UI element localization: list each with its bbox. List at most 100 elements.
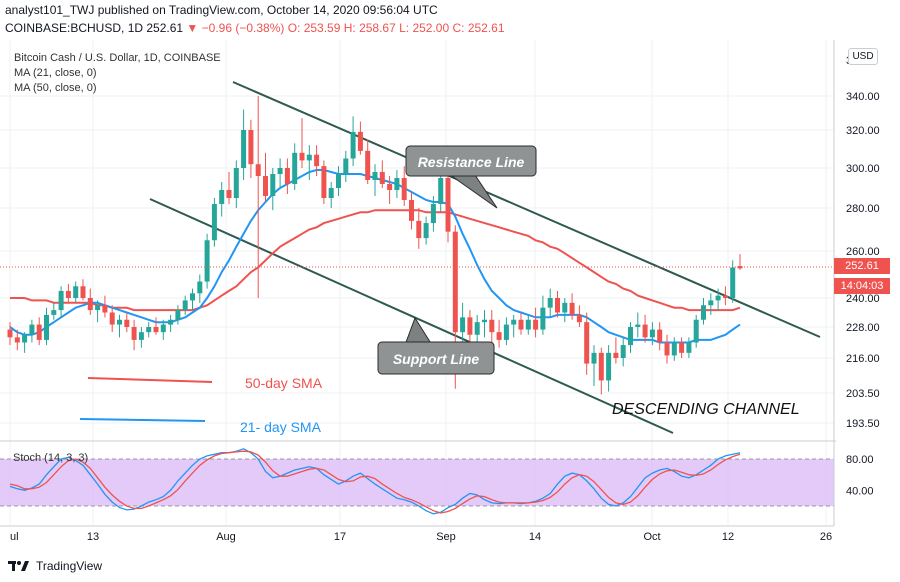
candle — [686, 337, 692, 358]
countdown-tag: 14:04:03 — [834, 278, 890, 294]
resistance-trendline — [232, 81, 821, 338]
last-price-tag: 252.61 — [834, 258, 890, 274]
time-tick-label: Oct — [643, 531, 660, 543]
sma21-legend-line — [79, 418, 206, 422]
candle — [642, 314, 648, 343]
candle-body — [44, 314, 49, 340]
candle-body — [686, 342, 692, 353]
candle-body — [372, 172, 378, 180]
candle — [701, 298, 706, 325]
candle — [423, 216, 429, 245]
candle-body — [547, 298, 553, 308]
candle-body — [29, 324, 35, 335]
time-tick-label: 17 — [334, 531, 346, 543]
publish-line: analyst101_TWJ published on TradingView.… — [5, 3, 438, 17]
price-tick-label: 228.00 — [846, 322, 880, 334]
candle — [284, 158, 290, 194]
price-tick-label: 300.00 — [846, 163, 880, 175]
candle — [569, 293, 575, 320]
tradingview-logo-text: TradingView — [36, 559, 103, 573]
candle — [263, 152, 268, 202]
candle — [693, 314, 699, 348]
support-callout: Support Line — [377, 316, 495, 375]
resistance-callout: Resistance Line — [405, 145, 537, 209]
candle — [635, 312, 641, 338]
candle — [190, 288, 195, 311]
tradingview-logo[interactable]: TradingView — [8, 557, 102, 575]
price-axis[interactable]: 193.50 203.50 216.00 228.00 240.00 260.00 280.… — [846, 55, 880, 430]
candle-body — [642, 324, 648, 338]
candle — [722, 286, 728, 306]
candle-body — [525, 319, 531, 330]
candle-body — [628, 327, 633, 346]
candle — [598, 347, 604, 395]
currency-badge[interactable]: USD — [848, 48, 878, 65]
candle — [270, 168, 276, 211]
candle — [562, 298, 568, 323]
candle — [314, 145, 320, 176]
candle-body — [401, 178, 407, 200]
candle-body — [51, 310, 57, 315]
candle — [124, 312, 130, 333]
sma50-legend-label: 50-day SMA — [245, 375, 323, 391]
candle — [95, 300, 101, 323]
candle — [36, 317, 42, 346]
candle-body — [95, 305, 101, 311]
candle-body — [138, 332, 144, 340]
candle-body — [160, 324, 166, 333]
candle — [73, 281, 79, 303]
candle — [679, 337, 685, 358]
time-tick-label: 13 — [87, 531, 99, 543]
stoch-d-line — [9, 450, 741, 514]
candle-body — [175, 310, 181, 320]
channel-trendlines — [149, 81, 821, 434]
candle — [299, 118, 305, 168]
candle — [482, 310, 487, 338]
candle-body — [649, 329, 655, 338]
candle — [547, 288, 553, 318]
candle — [387, 176, 393, 204]
stoch-band — [0, 459, 834, 506]
candle — [664, 334, 670, 364]
support-line-label: Support Line — [393, 351, 480, 367]
candle-body — [379, 172, 385, 184]
candle-body — [284, 168, 290, 184]
time-tick-label: 14 — [529, 531, 541, 543]
candle-body — [671, 342, 677, 356]
candle — [182, 295, 188, 315]
candle-body — [606, 352, 612, 381]
symbol-price: COINBASE:BCHUSD, 1D 252.61 — [5, 21, 184, 35]
candle-body — [416, 220, 422, 239]
candle-body — [737, 266, 743, 269]
candle — [489, 310, 495, 343]
candle-body — [569, 302, 575, 315]
candle-body — [474, 322, 480, 335]
candle — [226, 172, 232, 204]
candle — [606, 345, 612, 392]
time-tick-label: Aug — [216, 531, 236, 543]
candle-body — [146, 327, 152, 333]
candle-body — [496, 332, 502, 340]
candle — [146, 322, 152, 338]
time-axis[interactable]: ul 13 Aug 17 Sep 14 Oct 12 26 — [10, 531, 832, 543]
candle — [204, 233, 210, 289]
candle-body — [489, 319, 495, 333]
candle — [58, 286, 64, 318]
candle-body — [679, 342, 685, 353]
candle-body — [460, 317, 466, 333]
candle — [277, 158, 283, 188]
candle-body — [511, 319, 517, 325]
candle — [409, 192, 414, 230]
price-tick-label: 280.00 — [846, 203, 880, 215]
candle-body — [65, 290, 71, 298]
price-tick-label: 203.50 — [846, 388, 880, 400]
candle-body — [394, 178, 400, 190]
candle — [715, 288, 721, 311]
candle-body — [438, 178, 444, 204]
candle-body — [7, 329, 13, 338]
candle — [233, 160, 239, 208]
candle-body — [708, 300, 714, 306]
candle-body — [190, 293, 195, 301]
